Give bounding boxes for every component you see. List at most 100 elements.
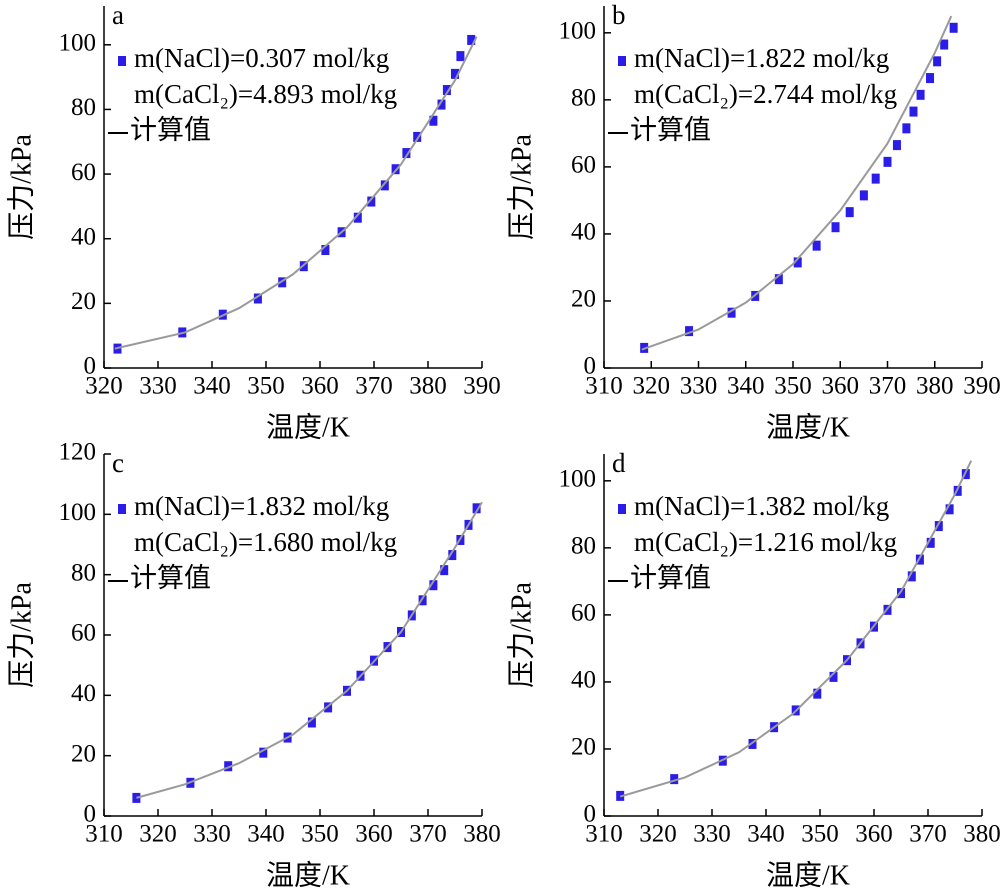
x-tick-label: 340: [747, 821, 785, 848]
data-point: [353, 212, 362, 223]
panel-label: b: [612, 0, 626, 30]
data-point: [909, 106, 918, 117]
data-point: [813, 688, 822, 699]
data-point: [224, 761, 233, 772]
x-tick-label: 330: [680, 373, 718, 400]
x-tick-label: 350: [247, 373, 285, 400]
x-tick-label: 320: [139, 821, 177, 848]
x-tick-label: 380: [916, 373, 954, 400]
data-point: [367, 196, 376, 207]
x-tick-label: 340: [727, 373, 765, 400]
fit-line: [619, 460, 973, 798]
y-axis-label: 压力/kPa: [505, 582, 537, 688]
data-point: [278, 277, 287, 288]
legend-label: m(CaCl₂)=2.744 mol/kg: [634, 79, 897, 109]
x-tick-label: 310: [85, 821, 123, 848]
data-point: [829, 671, 838, 682]
y-tick-label: 100: [59, 499, 97, 526]
data-point: [670, 774, 679, 785]
legend-label: m(NaCl)=1.382 mol/kg: [634, 491, 889, 521]
x-tick-label: 380: [963, 821, 1000, 848]
legend-marker: [618, 56, 626, 66]
data-point: [934, 521, 943, 532]
y-tick-label: 40: [71, 680, 96, 707]
y-tick-label: 100: [559, 466, 597, 493]
x-tick-label: 350: [301, 821, 339, 848]
y-tick-label: 0: [84, 801, 97, 828]
data-point: [871, 173, 880, 184]
y-axis-label: 压力/kPa: [5, 582, 37, 688]
y-tick-label: 80: [571, 85, 596, 112]
y-tick-label: 20: [571, 734, 596, 761]
x-tick-label: 340: [193, 373, 231, 400]
x-tick-label: 330: [693, 821, 731, 848]
data-point: [442, 85, 451, 96]
y-tick-label: 80: [71, 559, 96, 586]
legend-label: 计算值: [130, 115, 211, 145]
data-point: [774, 274, 783, 285]
data-point: [892, 140, 901, 151]
x-tick-label: 350: [801, 821, 839, 848]
y-tick-label: 100: [559, 18, 597, 45]
data-point: [831, 222, 840, 233]
x-tick-label: 340: [247, 821, 285, 848]
legend-label: 计算值: [630, 115, 711, 145]
y-tick-label: 100: [59, 30, 97, 57]
legend-marker: [618, 504, 626, 514]
data-point: [413, 131, 422, 142]
data-point: [859, 190, 868, 201]
legend-label: m(CaCl₂)=1.680 mol/kg: [134, 527, 397, 557]
y-tick-label: 60: [71, 620, 96, 647]
x-tick-label: 310: [585, 821, 623, 848]
data-point: [380, 180, 389, 191]
data-point: [727, 307, 736, 318]
y-tick-label: 0: [84, 353, 97, 380]
x-axis-label: 温度/K: [766, 859, 850, 891]
data-point: [915, 554, 924, 565]
data-point: [307, 717, 316, 728]
legend-label: m(NaCl)=0.307 mol/kg: [134, 43, 389, 73]
legend-label: m(CaCl₂)=1.216 mol/kg: [634, 527, 897, 557]
panel-label: a: [112, 0, 124, 30]
y-tick-label: 0: [584, 353, 597, 380]
x-axis-label: 温度/K: [766, 411, 850, 443]
x-tick-label: 360: [822, 373, 860, 400]
legend-label: m(NaCl)=1.822 mol/kg: [634, 43, 889, 73]
y-tick-label: 120: [59, 439, 97, 466]
x-tick-label: 390: [963, 373, 1000, 400]
data-point: [933, 56, 942, 67]
data-point: [429, 115, 438, 126]
y-tick-label: 40: [571, 219, 596, 246]
x-tick-label: 390: [463, 373, 501, 400]
data-point: [437, 99, 446, 110]
panel-label: c: [112, 448, 124, 478]
y-tick-label: 80: [71, 94, 96, 121]
data-point: [467, 34, 476, 45]
panel: 310 320 330 340 350 360 370 380 390 0 20 40 60 80 100 温…: [505, 0, 1000, 443]
panel: 310 320 330 340 350 360 370 380 0 20 40 60 80 100 120 温…: [5, 439, 500, 892]
data-point: [748, 738, 757, 749]
legend-marker: [118, 56, 126, 66]
y-axis-label: 压力/kPa: [505, 134, 537, 240]
fit-line: [641, 15, 953, 351]
y-tick-label: 80: [571, 533, 596, 560]
y-tick-label: 20: [571, 286, 596, 313]
y-tick-label: 20: [71, 740, 96, 767]
data-point: [402, 148, 411, 159]
data-point: [926, 73, 935, 84]
x-tick-label: 360: [355, 821, 393, 848]
y-tick-label: 60: [71, 159, 96, 186]
x-tick-label: 380: [463, 821, 501, 848]
x-axis-label: 温度/K: [266, 859, 350, 891]
data-point: [685, 326, 694, 337]
legend-label: m(NaCl)=1.832 mol/kg: [134, 491, 389, 521]
y-tick-label: 60: [571, 152, 596, 179]
y-tick-label: 20: [71, 288, 96, 315]
data-point: [945, 504, 954, 515]
x-tick-label: 330: [139, 373, 177, 400]
data-point: [451, 68, 459, 79]
x-tick-label: 360: [855, 821, 893, 848]
data-point: [883, 156, 892, 167]
fit-line: [136, 501, 483, 799]
